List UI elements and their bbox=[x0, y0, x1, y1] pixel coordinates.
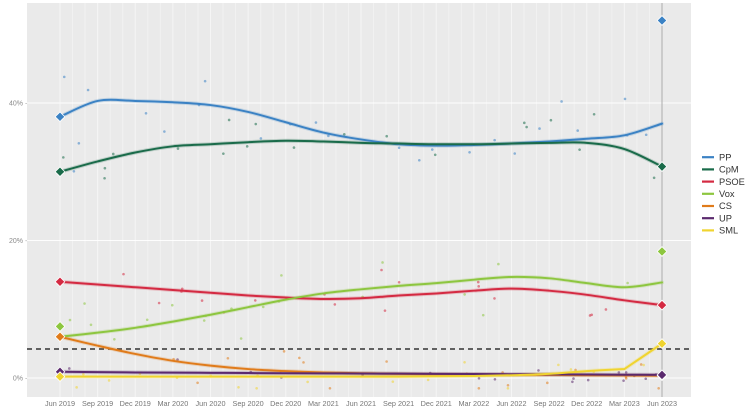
svg-text:Jun 2019: Jun 2019 bbox=[45, 399, 75, 408]
svg-text:Dec 2022: Dec 2022 bbox=[571, 399, 602, 408]
svg-text:CS: CS bbox=[719, 201, 732, 211]
svg-text:Dec 2020: Dec 2020 bbox=[270, 399, 301, 408]
svg-text:Jun 2020: Jun 2020 bbox=[195, 399, 225, 408]
svg-text:Jun 2023: Jun 2023 bbox=[647, 399, 677, 408]
svg-text:PP: PP bbox=[719, 152, 731, 162]
svg-text:PSOE: PSOE bbox=[719, 177, 745, 187]
svg-text:40%: 40% bbox=[9, 101, 23, 108]
svg-text:Dec 2019: Dec 2019 bbox=[120, 399, 151, 408]
svg-text:Jun 2022: Jun 2022 bbox=[496, 399, 526, 408]
svg-text:Sep 2021: Sep 2021 bbox=[383, 399, 414, 408]
svg-text:Dec 2021: Dec 2021 bbox=[421, 399, 452, 408]
svg-text:Mar 2022: Mar 2022 bbox=[458, 399, 489, 408]
svg-text:Mar 2020: Mar 2020 bbox=[157, 399, 188, 408]
svg-text:CpM: CpM bbox=[719, 165, 739, 175]
svg-text:20%: 20% bbox=[9, 238, 23, 245]
svg-text:SML: SML bbox=[719, 226, 738, 236]
svg-text:0%: 0% bbox=[13, 376, 23, 383]
svg-text:Mar 2021: Mar 2021 bbox=[308, 399, 339, 408]
svg-text:UP: UP bbox=[719, 213, 732, 223]
svg-text:Mar 2023: Mar 2023 bbox=[609, 399, 640, 408]
svg-text:Jun 2021: Jun 2021 bbox=[346, 399, 376, 408]
svg-text:Sep 2019: Sep 2019 bbox=[82, 399, 113, 408]
svg-text:Vox: Vox bbox=[719, 189, 735, 199]
svg-text:Sep 2020: Sep 2020 bbox=[232, 399, 263, 408]
svg-text:Sep 2022: Sep 2022 bbox=[533, 399, 564, 408]
